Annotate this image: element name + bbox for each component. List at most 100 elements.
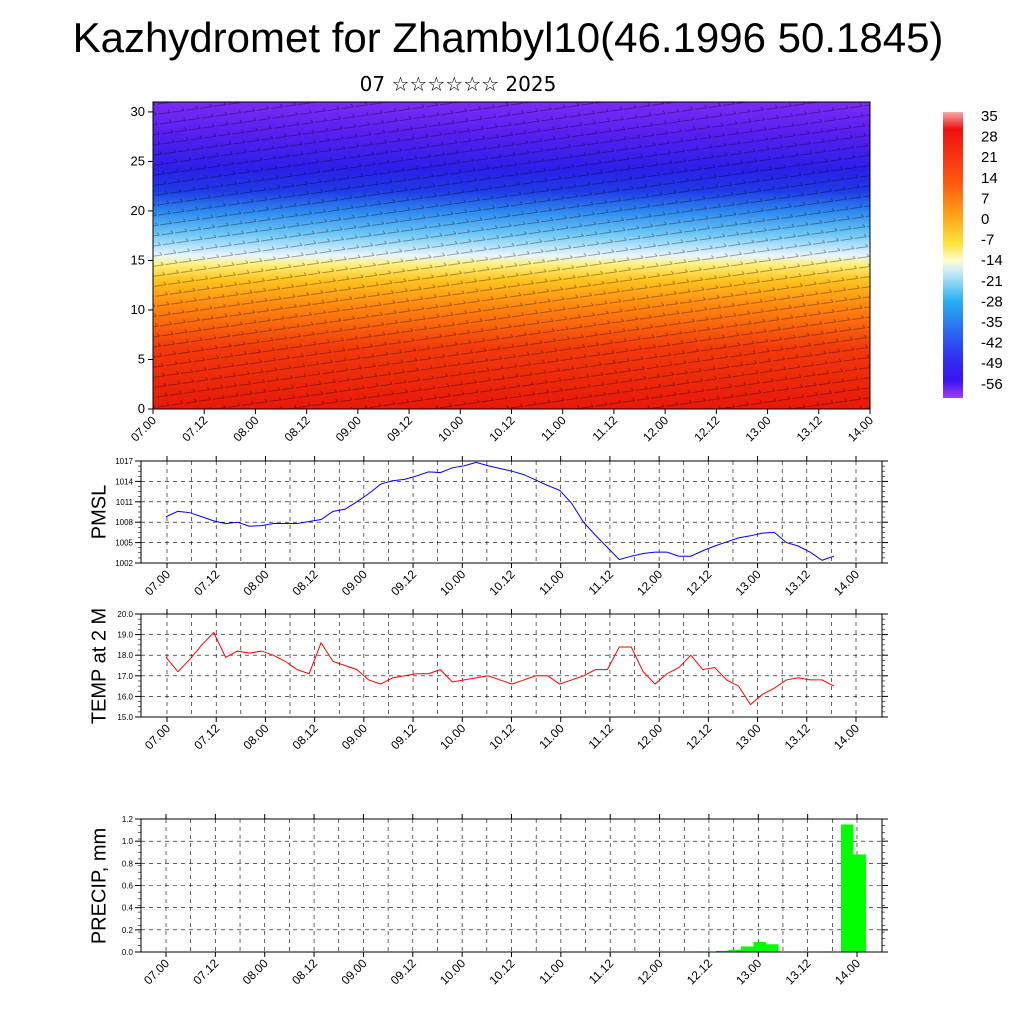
- x-tick-label: 09.00: [339, 721, 370, 752]
- precip-bar: [753, 942, 766, 952]
- x-tick-label: 13.00: [733, 956, 764, 987]
- y-tick-label: 1005: [115, 539, 133, 548]
- x-tick-label: 07.00: [142, 567, 173, 598]
- y-tick-label: 1.2: [122, 815, 134, 824]
- colorbar-label: -21: [981, 273, 1003, 290]
- wind-vector-field: [153, 102, 870, 409]
- x-tick-label: 10.00: [435, 413, 466, 444]
- x-tick-label: 08.12: [289, 956, 320, 987]
- temp-y-axis-label: TEMP at 2 M: [88, 608, 110, 724]
- y-tick-label: 18.0: [117, 651, 133, 660]
- colorbar-label: -14: [981, 252, 1003, 269]
- x-tick-label: 10.12: [486, 567, 517, 598]
- cross-section-panel: 0 5 10 15 20 25 30 07.00 07.12 08.00 08.12 09.00 09…: [128, 101, 876, 444]
- y-tick-label: 0: [138, 401, 145, 416]
- x-tick-label: 13.00: [733, 721, 764, 752]
- x-tick-label: 11.12: [586, 721, 617, 752]
- precip-grid: [141, 818, 882, 953]
- y-tick-label: 0.6: [122, 882, 134, 891]
- y-tick-label: 17.0: [117, 672, 133, 681]
- colorbar-bar: [943, 112, 963, 398]
- x-tick-label: 07.12: [179, 413, 210, 444]
- temp-series-line: [165, 631, 835, 706]
- y-tick-label: 20.0: [117, 610, 133, 619]
- y-tick-label: 25: [131, 153, 145, 168]
- y-tick-label: 16.0: [117, 692, 133, 701]
- colorbar: 35 28 21 14 7 0 -7 -14 -21 -28 -35 -42 -49 -56: [943, 108, 1003, 398]
- precip-y-axis: 1.2 1.0 0.8 0.6 0.4 0.2 0.0: [122, 815, 888, 957]
- x-tick-label: 09.12: [388, 721, 419, 752]
- precip-y-axis-label: PRECIP, mm: [88, 828, 110, 944]
- x-tick-label: 10.00: [437, 721, 468, 752]
- x-tick-label: 09.00: [333, 413, 364, 444]
- x-tick-label: 12.00: [640, 413, 671, 444]
- y-tick-label: 0.8: [122, 859, 134, 868]
- x-tick-label: 11.00: [538, 413, 569, 444]
- x-tick-label: 12.12: [683, 721, 714, 752]
- precip-bar: [716, 950, 729, 952]
- x-tick-label: 10.12: [486, 721, 517, 752]
- x-tick-label: 10.00: [437, 956, 468, 987]
- x-tick-label: 10.12: [486, 956, 517, 987]
- x-tick-label: 13.12: [794, 413, 825, 444]
- x-tick-label: 09.12: [388, 567, 419, 598]
- x-tick-label: 07.12: [191, 721, 222, 752]
- colorbar-label: -56: [981, 376, 1003, 393]
- y-tick-label: 1011: [116, 498, 134, 507]
- x-tick-label: 08.12: [290, 721, 321, 752]
- y-tick-label: 1008: [115, 518, 133, 527]
- colorbar-label: -28: [981, 293, 1003, 310]
- y-tick-label: 0.4: [122, 904, 134, 913]
- x-tick-label: 08.00: [240, 956, 271, 987]
- x-tick-label: 12.00: [635, 956, 666, 987]
- precip-bar: [853, 854, 866, 952]
- x-tick-label: 10.00: [437, 567, 468, 598]
- y-tick-label: 0.0: [122, 948, 134, 957]
- colorbar-label: -35: [981, 314, 1003, 331]
- x-tick-label: 08.00: [230, 413, 261, 444]
- x-tick-label: 12.12: [683, 567, 714, 598]
- precip-bar: [766, 944, 779, 952]
- pmsl-y-axis: 1017 1014 1011 1008 1005 1002: [115, 457, 888, 568]
- x-tick-label: 11.00: [536, 721, 567, 752]
- colorbar-labels: 35 28 21 14 7 0 -7 -14 -21 -28 -35 -42 -49 -56: [981, 108, 1003, 393]
- x-tick-label: 09.00: [339, 567, 370, 598]
- temp-panel: 20.0 19.0 18.0 17.0 16.0 15.0 07.00 07.12 08.00…: [88, 608, 888, 752]
- x-tick-label: 11.00: [536, 567, 567, 598]
- pmsl-series-line: [165, 461, 835, 561]
- pmsl-x-axis: 07.00 07.12 08.00 08.12 09.00 09.12 10.00 10.12…: [142, 456, 862, 598]
- y-tick-label: 15.0: [117, 713, 133, 722]
- y-tick-label: 15: [131, 252, 145, 267]
- cross-section-x-axis: 07.00 07.12 08.00 08.12 09.00 09.12 10.00 10.12…: [128, 409, 876, 444]
- colorbar-label: 14: [981, 170, 998, 187]
- temp-y-axis: 20.0 19.0 18.0 17.0 16.0 15.0: [117, 610, 888, 722]
- x-tick-label: 08.12: [290, 567, 321, 598]
- colorbar-label: 21: [981, 149, 998, 166]
- x-tick-label: 09.12: [388, 956, 419, 987]
- precip-bar: [741, 946, 754, 952]
- x-tick-label: 07.12: [191, 567, 222, 598]
- y-tick-label: 30: [131, 104, 145, 119]
- x-tick-label: 13.12: [783, 956, 814, 987]
- x-tick-label: 12.12: [691, 413, 722, 444]
- x-tick-label: 07.12: [190, 956, 221, 987]
- precip-panel: 1.2 1.0 0.8 0.6 0.4 0.2 0.0 07.00 07.12 08.00 08.…: [88, 814, 888, 987]
- colorbar-label: -7: [981, 232, 994, 249]
- x-tick-label: 11.00: [536, 956, 567, 987]
- pmsl-y-axis-label: PMSL: [88, 485, 110, 539]
- colorbar-label: 7: [981, 190, 989, 207]
- x-tick-label: 12.12: [684, 956, 715, 987]
- x-tick-label: 07.00: [128, 413, 159, 444]
- x-tick-label: 14.00: [832, 956, 863, 987]
- x-tick-label: 07.00: [141, 956, 172, 987]
- y-tick-label: 19.0: [117, 631, 133, 640]
- pmsl-panel: 1017 1014 1011 1008 1005 1002 07.00 07.12 08.00…: [88, 456, 888, 598]
- pmsl-grid: [141, 460, 882, 564]
- precip-bars: [716, 824, 866, 952]
- colorbar-label: 28: [981, 129, 998, 146]
- x-tick-label: 11.12: [586, 956, 617, 987]
- precip-bar: [728, 949, 741, 952]
- x-tick-label: 13.00: [743, 413, 774, 444]
- page-title: Kazhydromet for Zhambyl10(46.1996 50.184…: [72, 14, 944, 61]
